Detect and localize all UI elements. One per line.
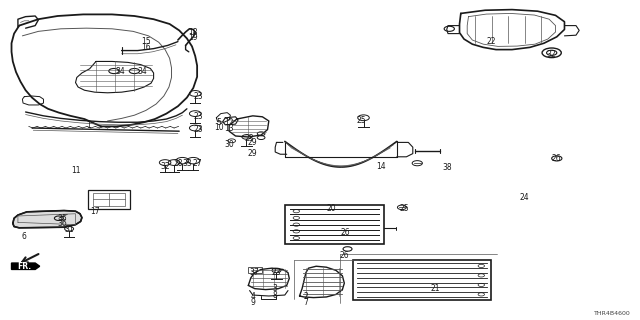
Text: 27: 27 <box>192 159 202 168</box>
Text: 12: 12 <box>225 118 234 127</box>
Text: 34: 34 <box>115 67 125 76</box>
Text: 24: 24 <box>520 193 530 202</box>
Text: 32: 32 <box>547 50 557 59</box>
Polygon shape <box>13 211 82 228</box>
Text: 23: 23 <box>244 134 255 143</box>
Text: 2: 2 <box>303 292 308 301</box>
Text: 29: 29 <box>248 149 258 158</box>
Text: 22: 22 <box>487 37 496 46</box>
Text: 16: 16 <box>141 43 151 52</box>
Text: 23: 23 <box>193 92 204 101</box>
Text: 8: 8 <box>273 291 278 300</box>
Text: 26: 26 <box>340 228 351 237</box>
Polygon shape <box>12 263 40 269</box>
Text: 23: 23 <box>193 125 204 134</box>
Text: 29: 29 <box>248 138 258 147</box>
Text: THR4B4600: THR4B4600 <box>594 311 630 316</box>
Bar <box>88 190 130 209</box>
Text: 6: 6 <box>21 232 26 241</box>
Text: 20: 20 <box>326 204 337 213</box>
Text: 33: 33 <box>182 159 192 168</box>
Bar <box>93 193 125 206</box>
Text: 15: 15 <box>141 37 151 46</box>
Text: 21: 21 <box>431 284 440 293</box>
Text: 7: 7 <box>303 298 308 307</box>
Text: 10: 10 <box>214 123 224 132</box>
Text: 11: 11 <box>71 166 80 175</box>
Text: 13: 13 <box>224 124 234 132</box>
Text: 26: 26 <box>552 154 562 163</box>
Text: FR.: FR. <box>17 262 31 271</box>
Text: 30: 30 <box>224 140 234 149</box>
Text: 17: 17 <box>90 207 100 216</box>
Text: 1: 1 <box>86 121 91 130</box>
Text: 5: 5 <box>216 118 221 127</box>
Bar <box>353 260 491 300</box>
Text: 34: 34 <box>137 67 147 76</box>
Text: 26: 26 <box>339 251 349 260</box>
Text: 23: 23 <box>271 268 282 277</box>
Bar <box>285 205 384 244</box>
Text: 25: 25 <box>399 204 410 213</box>
Text: 36: 36 <box>57 220 67 228</box>
Text: 14: 14 <box>376 162 386 171</box>
Text: 19: 19 <box>188 33 198 42</box>
Text: 3: 3 <box>273 284 278 293</box>
Text: 32: 32 <box>160 162 170 171</box>
Text: 25: 25 <box>356 116 367 125</box>
Text: 37: 37 <box>250 268 260 277</box>
Text: 23: 23 <box>193 112 204 121</box>
Text: 9: 9 <box>250 298 255 307</box>
Text: 31: 31 <box>64 225 74 234</box>
Text: 35: 35 <box>57 214 67 223</box>
Text: 18: 18 <box>189 28 198 36</box>
Text: 38: 38 <box>442 163 452 172</box>
Bar <box>248 267 262 273</box>
Text: 28: 28 <box>173 159 182 168</box>
Text: 4: 4 <box>250 292 255 301</box>
